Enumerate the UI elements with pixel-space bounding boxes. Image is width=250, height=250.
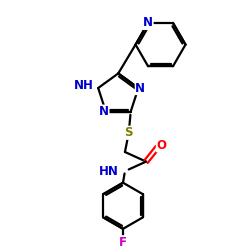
Text: N: N xyxy=(143,16,153,30)
Text: F: F xyxy=(119,236,127,249)
Text: N: N xyxy=(99,105,109,118)
Text: HN: HN xyxy=(99,165,119,178)
Text: N: N xyxy=(135,82,145,94)
Text: O: O xyxy=(156,139,166,152)
Text: S: S xyxy=(124,126,133,139)
Text: NH: NH xyxy=(74,79,94,92)
